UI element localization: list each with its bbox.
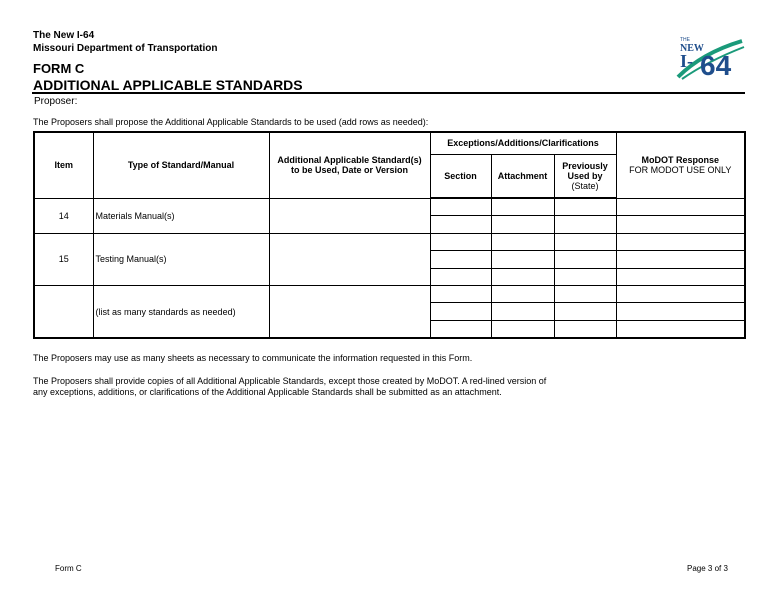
row-type: (list as many standards as needed) bbox=[92, 284, 270, 339]
standards-table: Item Type of Standard/Manual Additional … bbox=[33, 131, 746, 340]
org-line1: The New I-64 bbox=[33, 30, 95, 41]
section-input[interactable] bbox=[429, 250, 492, 269]
row-item: 14 bbox=[33, 197, 94, 234]
modot-subtitle: FOR MODOT USE ONLY bbox=[629, 165, 732, 176]
attachment-input[interactable] bbox=[490, 267, 555, 286]
row-item bbox=[33, 284, 94, 339]
header-item: Item bbox=[33, 131, 94, 199]
row-type: Materials Manual(s) bbox=[92, 197, 270, 234]
section-input[interactable] bbox=[429, 232, 492, 252]
previously-input[interactable] bbox=[553, 284, 617, 304]
header-previously: Previously Used by (State) bbox=[553, 153, 617, 199]
attachment-input[interactable] bbox=[490, 232, 555, 252]
modot-response-input[interactable] bbox=[615, 267, 746, 286]
row-type: Testing Manual(s) bbox=[92, 232, 270, 286]
header-type: Type of Standard/Manual bbox=[92, 131, 270, 199]
previously-input[interactable] bbox=[553, 197, 617, 217]
new-i64-logo: THE NEW I- 64 bbox=[676, 37, 745, 81]
footer-page: Page 3 of 3 bbox=[687, 564, 728, 573]
previously-subtitle: (State) bbox=[571, 180, 599, 191]
svg-text:I-: I- bbox=[680, 51, 693, 71]
header-modot: MoDOT Response FOR MODOT USE ONLY bbox=[615, 131, 746, 199]
note-3: any exceptions, additions, or clarificat… bbox=[33, 387, 502, 397]
previously-input[interactable] bbox=[553, 215, 617, 234]
row-item: 15 bbox=[33, 232, 94, 286]
standard-input[interactable] bbox=[268, 232, 431, 286]
modot-response-input[interactable] bbox=[615, 215, 746, 234]
attachment-input[interactable] bbox=[490, 250, 555, 269]
section-input[interactable] bbox=[429, 267, 492, 286]
modot-response-input[interactable] bbox=[615, 250, 746, 269]
proposer-label: Proposer: bbox=[34, 96, 78, 107]
form-label: FORM C bbox=[33, 61, 85, 76]
previously-input[interactable] bbox=[553, 319, 617, 339]
svg-text:THE: THE bbox=[680, 37, 691, 43]
note-2: The Proposers shall provide copies of al… bbox=[33, 376, 547, 386]
header-section: Section bbox=[429, 153, 492, 199]
attachment-input[interactable] bbox=[490, 215, 555, 234]
modot-response-input[interactable] bbox=[615, 302, 746, 321]
section-input[interactable] bbox=[429, 319, 492, 339]
header-attachment: Attachment bbox=[490, 153, 555, 199]
section-input[interactable] bbox=[429, 284, 492, 304]
title-rule bbox=[32, 92, 745, 94]
section-input[interactable] bbox=[429, 215, 492, 234]
svg-text:NEW: NEW bbox=[680, 43, 704, 54]
attachment-input[interactable] bbox=[490, 284, 555, 304]
previously-input[interactable] bbox=[553, 250, 617, 269]
modot-response-input[interactable] bbox=[615, 232, 746, 252]
section-input[interactable] bbox=[429, 302, 492, 321]
intro-text: The Proposers shall propose the Addition… bbox=[33, 117, 429, 127]
previously-title: Previously Used by bbox=[562, 160, 608, 181]
footer-form: Form C bbox=[55, 564, 82, 573]
modot-response-input[interactable] bbox=[615, 319, 746, 339]
modot-response-input[interactable] bbox=[615, 284, 746, 304]
org-line2: Missouri Department of Transportation bbox=[33, 43, 218, 54]
attachment-input[interactable] bbox=[490, 197, 555, 217]
previously-input[interactable] bbox=[553, 232, 617, 252]
section-input[interactable] bbox=[429, 197, 492, 217]
header-additional: Additional Applicable Standard(s) to be … bbox=[268, 131, 431, 199]
svg-text:64: 64 bbox=[700, 50, 732, 81]
modot-response-input[interactable] bbox=[615, 197, 746, 217]
header-exceptions-group: Exceptions/Additions/Clarifications bbox=[429, 131, 617, 155]
attachment-input[interactable] bbox=[490, 302, 555, 321]
note-1: The Proposers may use as many sheets as … bbox=[33, 353, 473, 363]
previously-input[interactable] bbox=[553, 302, 617, 321]
attachment-input[interactable] bbox=[490, 319, 555, 339]
standard-input[interactable] bbox=[268, 197, 431, 234]
page-title: ADDITIONAL APPLICABLE STANDARDS bbox=[33, 77, 303, 93]
modot-title: MoDOT Response bbox=[641, 155, 719, 166]
previously-input[interactable] bbox=[553, 267, 617, 286]
standard-input[interactable] bbox=[268, 284, 431, 339]
